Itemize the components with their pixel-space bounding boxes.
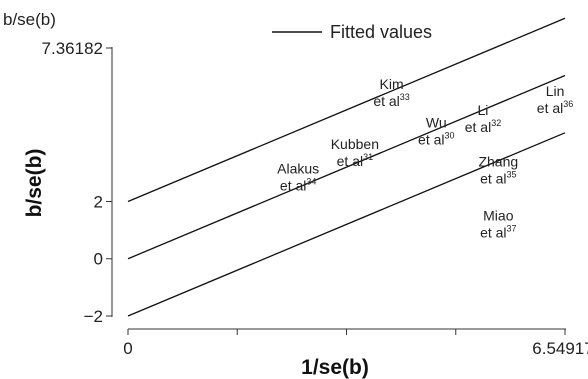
study-reference: 36	[563, 99, 573, 109]
x-tick-label: 6.54917	[532, 339, 588, 358]
study-name: Miao	[483, 208, 514, 224]
study-reference: 34	[306, 176, 316, 186]
legend: Fitted values	[272, 22, 432, 42]
study-citation: et al33	[373, 92, 409, 109]
study-name: Alakus	[277, 160, 319, 176]
study-name: Zhang	[478, 153, 518, 169]
x-axis-title: 1/se(b)	[301, 356, 369, 379]
study-reference: 33	[400, 92, 410, 102]
study-citation: et al31	[337, 152, 373, 169]
study-name: Li	[478, 102, 489, 118]
study-citation: et al36	[537, 99, 573, 116]
y-tick-label: 2	[94, 192, 103, 211]
study-citation: et al37	[480, 224, 516, 241]
study-reference: 30	[445, 131, 455, 141]
y-tick-label: −2	[84, 307, 103, 326]
x-tick-label: 0	[123, 339, 132, 358]
axes: 7.36182 2 0 −2 0 6.54917 b/se(b) b/se(b) 1/se(b)	[3, 10, 588, 379]
y-tick-label: 7.36182	[42, 39, 103, 58]
study-name: Lin	[546, 83, 565, 99]
study-reference: 32	[491, 118, 501, 128]
study-reference: 31	[363, 152, 373, 162]
study-citation: et al35	[480, 169, 516, 186]
study-name: Kim	[380, 76, 404, 92]
y-tick-label: 0	[94, 250, 103, 269]
study-citation: et al32	[465, 118, 501, 135]
fitted-line	[127, 74, 566, 260]
study-citation: et al30	[418, 131, 454, 148]
y-axis-top-label: b/se(b)	[3, 10, 56, 29]
study-name: Kubben	[331, 136, 379, 152]
upper-bound-line	[127, 17, 566, 203]
study-name: Wu	[426, 115, 447, 131]
fitted-lines	[127, 17, 566, 317]
y-axis-title: b/se(b)	[23, 149, 46, 218]
lower-bound-line	[127, 132, 566, 317]
study-reference: 35	[507, 169, 517, 179]
study-reference: 37	[507, 224, 517, 234]
study-citation: et al34	[280, 176, 316, 193]
legend-label: Fitted values	[330, 22, 432, 42]
